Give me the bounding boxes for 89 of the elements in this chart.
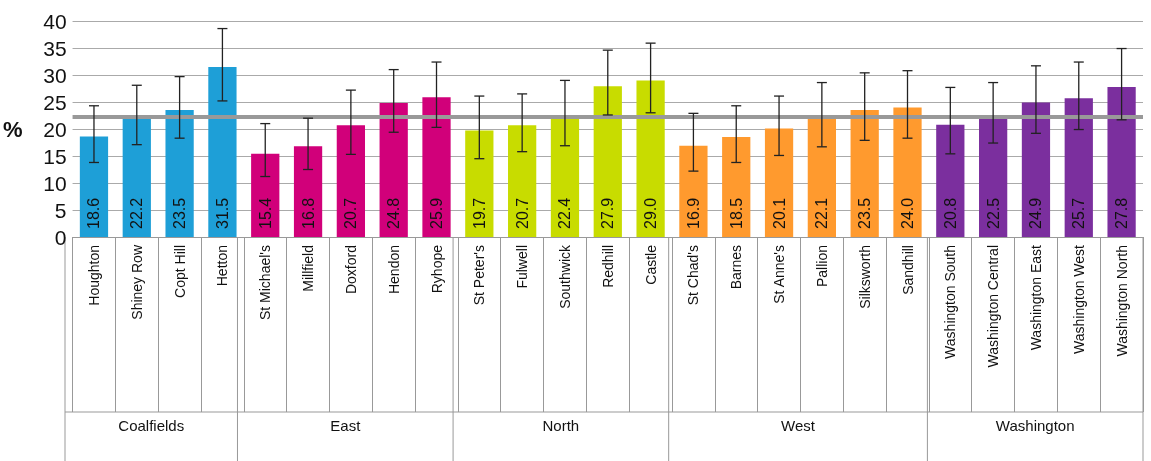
x-tick-label: Southwick [556,244,573,309]
x-tick-label: Washington South [942,245,959,359]
x-tick-label: Millfield [300,245,317,292]
x-tick-label: St Chad's [685,245,702,306]
y-tick-label: 5 [54,198,67,222]
data-label: 18.5 [727,197,745,229]
data-label: 27.9 [599,197,617,229]
text: East [330,416,362,434]
bar [1064,98,1093,237]
bar [422,97,451,237]
data-label: 16.8 [299,197,317,229]
x-tick-label: Washington West [1070,244,1087,354]
data-label: 16.9 [684,197,702,229]
data-label: 24.8 [385,197,403,229]
x-tick-label: St Michael's [257,245,274,321]
x-tick-label: Barnes [728,245,745,290]
data-label: 19.7 [470,197,488,229]
data-label: 22.2 [128,197,146,229]
bar [379,103,408,237]
x-tick-label: Fulwell [514,245,531,289]
bar [465,130,494,237]
bar [850,110,879,237]
x-tick-label: St Peter's [471,245,488,306]
y-tick-label: 40 [43,9,67,33]
data-label: 18.6 [85,197,103,229]
data-label: 15.4 [256,197,274,229]
data-label: 22.5 [984,197,1002,229]
bar [936,124,965,237]
bar [508,125,537,237]
x-tick-label: Houghton [85,245,102,306]
data-label: 25.9 [428,197,446,229]
x-tick-label: Copt Hill [171,245,188,298]
text: North [542,416,580,434]
data-label: 20.8 [941,197,959,229]
data-label: 31.5 [213,197,231,229]
bar [293,146,323,237]
data-label: 20.7 [342,197,360,229]
y-tick-label: 0 [54,225,67,249]
x-tick-label: Silksworth [856,245,873,309]
x-tick-label: Shiney Row [128,244,145,320]
text: Washington [995,416,1075,434]
x-tick-label: Ryhope [428,244,445,294]
x-tick-label: Doxford [342,245,359,295]
bar [679,145,708,237]
text: West [781,416,816,434]
bar [893,107,922,237]
data-label: 20.1 [770,197,788,229]
x-tick-label: Hendon [385,245,402,295]
data-label: 23.5 [856,197,874,229]
x-tick-label: St Anne's [771,245,788,304]
x-tick-label: Hetton [214,245,231,287]
y-tick-label: 20 [43,117,67,141]
y-tick-label: 25 [43,90,67,114]
bar [550,116,580,237]
bar [636,80,665,237]
data-label: 29.0 [642,197,660,229]
data-label: 23.5 [171,197,189,229]
bar [722,137,751,237]
text: Coalfields [118,416,185,434]
data-label: 24.0 [899,197,916,229]
bar [593,86,622,237]
y-tick-label: 30 [43,63,67,87]
x-tick-label: Castle [642,244,659,285]
bar [251,153,280,237]
x-tick-label: Washington North [1113,245,1130,357]
data-label: 22.4 [556,197,574,229]
bar [122,117,151,237]
data-label: 20.7 [513,197,531,229]
y-tick-label: 15 [43,144,67,168]
bar [79,136,109,237]
x-tick-label: Pallion [813,245,830,288]
bar [165,110,194,237]
x-tick-label: Washington Central [985,245,1002,368]
data-label: 25.7 [1070,197,1088,229]
bar [208,66,237,237]
bar [1021,102,1051,237]
bar [1107,86,1136,237]
bar [807,117,836,237]
bar [764,128,794,237]
data-label: 27.8 [1113,197,1131,229]
bar [336,125,366,237]
x-tick-label: Sandhill [899,245,916,295]
data-label: 22.1 [813,197,831,229]
y-axis-title: % [3,116,23,142]
y-tick-label: 35 [43,36,67,60]
data-label: 24.9 [1027,197,1045,229]
y-tick-label: 10 [43,171,67,195]
x-tick-label: Washington East [1027,244,1044,351]
x-tick-label: Redhill [599,245,616,288]
